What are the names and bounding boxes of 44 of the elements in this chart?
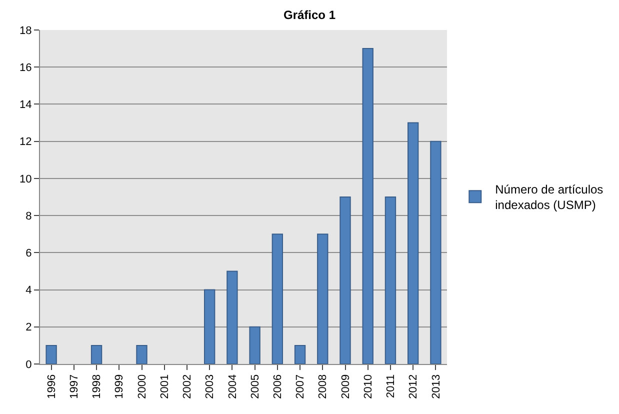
y-tick-label: 4 (26, 284, 32, 297)
y-tick-label: 2 (26, 322, 32, 334)
x-tick-label: 2005 (249, 374, 262, 399)
bar (249, 326, 260, 364)
y-tick-label: 6 (26, 248, 32, 260)
bar (384, 196, 396, 364)
bar (340, 196, 351, 364)
x-tick-label: 2004 (226, 374, 239, 399)
bar (408, 122, 419, 364)
bar (204, 289, 216, 364)
x-tick-label: 2008 (317, 374, 330, 399)
x-tick-label: 2012 (408, 374, 420, 399)
y-tick-label: 12 (20, 136, 32, 148)
x-tick-label: 2009 (340, 374, 352, 399)
x-tick-label: 2011 (385, 374, 398, 398)
x-tick-label: 2003 (204, 374, 216, 399)
bar (317, 234, 328, 364)
legend-label: Número de artículos indexados (USMP) (495, 182, 604, 212)
bar (294, 344, 306, 364)
x-tick-label: 2007 (294, 374, 307, 399)
bar (362, 48, 374, 364)
bar (272, 234, 283, 364)
x-tick-label: 1998 (91, 374, 104, 399)
y-tick-label: 14 (20, 99, 32, 112)
x-tick-label: 2001 (158, 374, 171, 399)
bar (90, 344, 102, 364)
bar (430, 140, 442, 364)
x-tick-label: 2010 (362, 374, 374, 399)
x-tick-label: 1997 (68, 374, 80, 399)
y-tick-label: 10 (20, 173, 32, 186)
x-tick-label: 1996 (46, 374, 58, 399)
chart-title: Gráfico 1 (283, 8, 336, 22)
bar (136, 344, 148, 364)
y-tick-label: 18 (20, 24, 32, 37)
bar (226, 270, 238, 364)
y-tick-label: 0 (26, 358, 32, 371)
x-tick-label: 2006 (272, 374, 284, 399)
x-tick-label: 2000 (136, 374, 148, 399)
x-tick-label: 2013 (430, 374, 442, 399)
y-tick-label: 16 (20, 62, 32, 74)
x-tick-label: 1999 (114, 374, 126, 399)
y-tick-label: 8 (26, 210, 32, 222)
x-tick-label: 2002 (182, 374, 194, 399)
bar (46, 344, 57, 364)
